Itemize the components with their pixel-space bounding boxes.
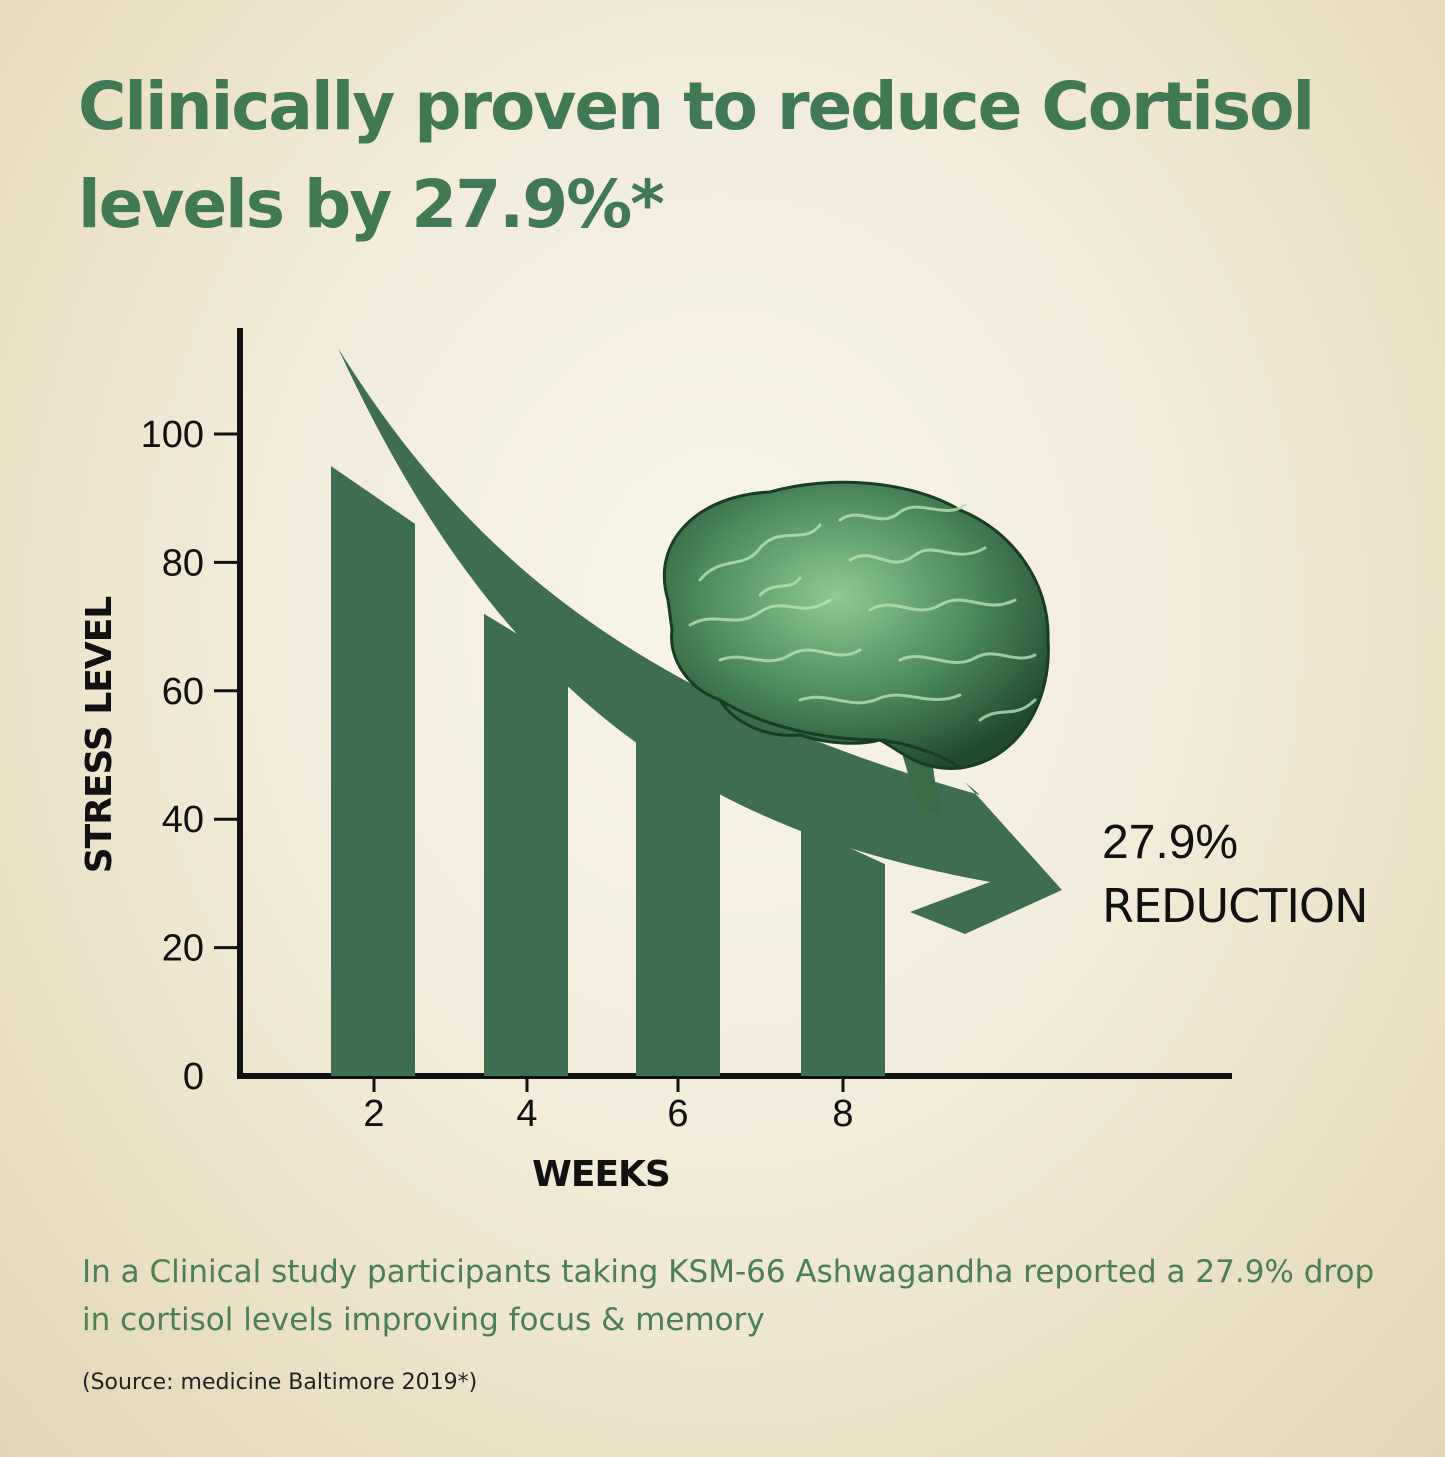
y-axis-title: STRESS LEVEL bbox=[79, 597, 120, 874]
y-tick-label: 80 bbox=[162, 542, 204, 584]
bar-week-2 bbox=[331, 466, 415, 1077]
x-tick-label: 2 bbox=[363, 1093, 384, 1135]
bar-week-6 bbox=[636, 742, 720, 1076]
down-trend-arrow-icon bbox=[338, 348, 1062, 934]
y-tick-label: 100 bbox=[141, 414, 204, 456]
x-tick-label: 4 bbox=[516, 1093, 537, 1135]
headline: Clinically proven to reduce Cortisol lev… bbox=[78, 68, 1315, 243]
reduction-value: 27.9% bbox=[1102, 816, 1238, 869]
x-axis-title: WEEKS bbox=[532, 1154, 670, 1195]
y-tick-label: 60 bbox=[162, 671, 204, 713]
bars-group bbox=[331, 466, 885, 1077]
study-description: In a Clinical study participants taking … bbox=[82, 1254, 1375, 1338]
x-tick-label: 8 bbox=[832, 1093, 853, 1135]
y-tick-label: 0 bbox=[183, 1056, 204, 1098]
source-citation: (Source: medicine Baltimore 2019*) bbox=[82, 1370, 478, 1395]
y-tick-label: 40 bbox=[162, 799, 204, 841]
bar-week-8 bbox=[801, 825, 885, 1076]
brain-icon bbox=[662, 480, 1050, 815]
y-axis-ticks: 0 20 40 60 80 100 bbox=[141, 414, 240, 1098]
bar-week-4 bbox=[484, 613, 568, 1076]
y-tick-label: 20 bbox=[162, 928, 204, 970]
reduction-label: REDUCTION bbox=[1102, 879, 1368, 933]
x-tick-label: 6 bbox=[667, 1093, 688, 1135]
x-axis-ticks: 2 4 6 8 bbox=[363, 1076, 854, 1135]
